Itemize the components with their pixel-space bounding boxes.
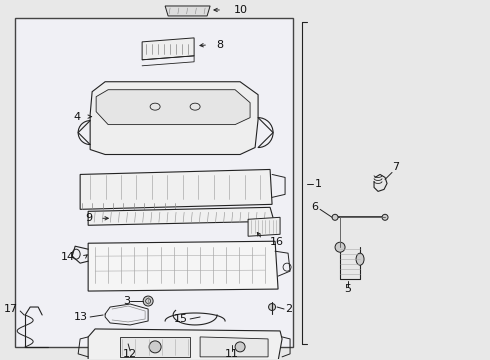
Text: 12: 12 [123, 349, 137, 359]
Text: 1: 1 [315, 179, 322, 189]
Text: 14: 14 [61, 252, 75, 262]
Polygon shape [88, 241, 278, 291]
Polygon shape [80, 170, 272, 209]
Text: 16: 16 [270, 237, 284, 247]
Text: 10: 10 [234, 5, 248, 15]
Polygon shape [88, 207, 274, 225]
Text: 9: 9 [85, 213, 92, 223]
Text: 15: 15 [174, 314, 188, 324]
Text: 4: 4 [73, 112, 80, 122]
Ellipse shape [149, 341, 161, 353]
Text: 2: 2 [285, 304, 292, 314]
Polygon shape [200, 337, 268, 357]
Text: 5: 5 [344, 284, 351, 294]
Polygon shape [165, 6, 210, 16]
Ellipse shape [356, 253, 364, 265]
Ellipse shape [332, 214, 338, 220]
Polygon shape [248, 217, 280, 236]
Text: 6: 6 [311, 202, 318, 212]
Text: 13: 13 [74, 312, 88, 322]
Text: 3: 3 [123, 296, 130, 306]
Polygon shape [96, 90, 250, 125]
Ellipse shape [143, 296, 153, 306]
Polygon shape [90, 82, 258, 154]
Polygon shape [142, 38, 194, 60]
Ellipse shape [235, 342, 245, 352]
Text: 11: 11 [225, 349, 239, 359]
Polygon shape [120, 337, 190, 357]
Ellipse shape [269, 303, 275, 311]
Bar [15, 18, 293, 347]
Ellipse shape [335, 242, 345, 252]
Text: 8: 8 [216, 40, 223, 50]
Ellipse shape [382, 214, 388, 220]
Text: 17: 17 [4, 304, 18, 314]
Text: 7: 7 [392, 162, 399, 172]
Polygon shape [88, 329, 282, 360]
